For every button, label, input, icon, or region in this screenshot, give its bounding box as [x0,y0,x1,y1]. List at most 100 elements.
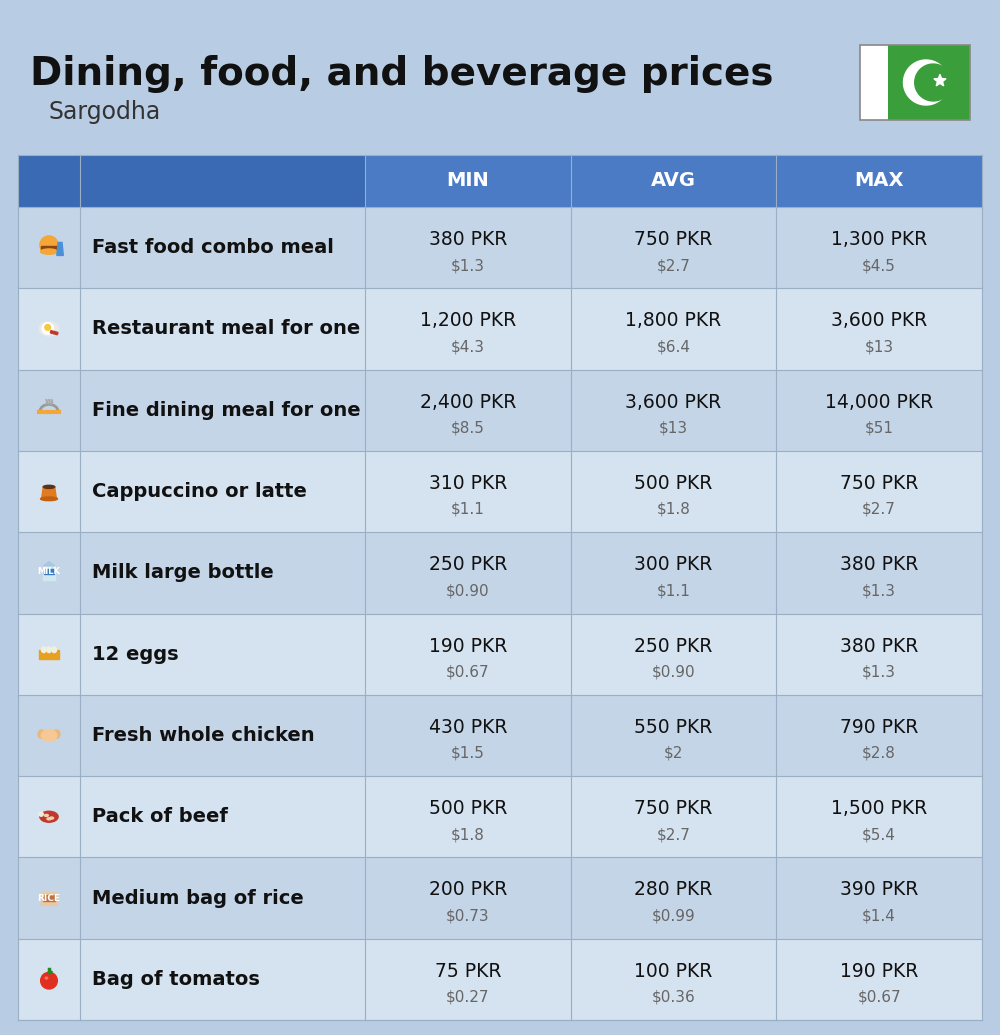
Ellipse shape [40,811,58,822]
Bar [39,650,59,659]
Ellipse shape [39,322,59,336]
Bar [888,45,970,120]
Bar [18,614,982,694]
Text: MAX: MAX [854,172,904,190]
Text: MIN: MIN [446,172,489,190]
Text: $13: $13 [659,420,688,436]
Text: $4.3: $4.3 [451,339,485,354]
Ellipse shape [47,647,51,653]
Text: Milk large bottle: Milk large bottle [92,563,274,583]
Text: $4.5: $4.5 [862,258,896,273]
Text: $0.27: $0.27 [446,989,490,1005]
Ellipse shape [41,647,46,653]
Text: 750 PKR: 750 PKR [634,799,713,818]
Text: 750 PKR: 750 PKR [634,230,713,249]
Polygon shape [57,242,63,256]
Polygon shape [934,75,946,86]
Text: RICE: RICE [38,893,60,903]
Bar [18,532,982,614]
Text: $2.8: $2.8 [862,746,896,761]
Text: Fine dining meal for one: Fine dining meal for one [92,401,361,420]
Text: Cappuccino or latte: Cappuccino or latte [92,482,307,501]
Bar [365,155,982,207]
Text: 790 PKR: 790 PKR [840,718,918,737]
Text: 250 PKR: 250 PKR [429,555,507,574]
Text: $1.3: $1.3 [862,664,896,680]
Text: $1.4: $1.4 [862,909,896,923]
Ellipse shape [38,730,45,738]
Text: 12 eggs: 12 eggs [92,645,179,663]
Bar [18,207,982,289]
Polygon shape [43,562,55,566]
Ellipse shape [50,817,54,819]
Text: Bag of tomatos: Bag of tomatos [92,970,260,988]
Ellipse shape [53,730,60,738]
Text: Fresh whole chicken: Fresh whole chicken [92,726,315,745]
Text: Sargodha: Sargodha [48,100,160,124]
Text: 380 PKR: 380 PKR [840,637,918,655]
Text: 380 PKR: 380 PKR [840,555,918,574]
Text: 550 PKR: 550 PKR [634,718,713,737]
Ellipse shape [45,977,48,979]
Text: 1,300 PKR: 1,300 PKR [831,230,927,249]
Circle shape [42,323,53,334]
Text: $0.67: $0.67 [857,989,901,1005]
Ellipse shape [52,647,57,653]
Text: Restaurant meal for one: Restaurant meal for one [92,320,360,338]
Text: 2,400 PKR: 2,400 PKR [420,392,516,412]
Text: $0.73: $0.73 [446,909,490,923]
Text: 500 PKR: 500 PKR [429,799,507,818]
Bar [18,939,982,1021]
Bar [18,694,982,776]
Text: Dining, food, and beverage prices: Dining, food, and beverage prices [30,55,774,93]
Text: $1.8: $1.8 [451,827,485,842]
Text: Fast food combo meal: Fast food combo meal [92,238,334,257]
Text: $6.4: $6.4 [656,339,690,354]
Text: 750 PKR: 750 PKR [840,474,918,493]
Text: $0.90: $0.90 [652,664,695,680]
Bar [18,289,982,369]
Text: $8.5: $8.5 [451,420,485,436]
Bar [50,330,58,334]
Bar [43,895,55,901]
Text: 390 PKR: 390 PKR [840,881,918,899]
Text: $2.7: $2.7 [862,502,896,516]
Bar [18,155,365,207]
Text: Pack of beef: Pack of beef [92,807,228,826]
Text: $1.5: $1.5 [451,746,485,761]
Polygon shape [904,60,948,105]
Text: 190 PKR: 190 PKR [840,962,918,981]
Bar [18,857,982,939]
Text: $1.8: $1.8 [657,502,690,516]
Text: 380 PKR: 380 PKR [429,230,507,249]
Text: $0.67: $0.67 [446,664,490,680]
Circle shape [39,812,43,817]
Bar [860,45,888,120]
Text: 190 PKR: 190 PKR [429,637,507,655]
Text: Medium bag of rice: Medium bag of rice [92,889,304,908]
Circle shape [45,325,51,330]
Text: 250 PKR: 250 PKR [634,637,713,655]
Text: MILK: MILK [38,567,60,576]
Text: 500 PKR: 500 PKR [634,474,713,493]
Polygon shape [915,64,952,101]
Ellipse shape [44,815,48,817]
Text: 280 PKR: 280 PKR [634,881,713,899]
Bar [18,451,982,532]
Text: $2.7: $2.7 [657,258,690,273]
Bar [18,369,982,451]
Bar [860,45,970,120]
Ellipse shape [41,730,57,741]
Text: 100 PKR: 100 PKR [634,962,713,981]
Text: $2.7: $2.7 [657,827,690,842]
Text: 300 PKR: 300 PKR [634,555,713,574]
Text: $1.3: $1.3 [451,258,485,273]
Bar [41,892,57,906]
Text: $0.36: $0.36 [652,989,695,1005]
Text: $0.90: $0.90 [446,584,490,598]
Text: AVG: AVG [651,172,696,190]
Text: $51: $51 [865,420,894,436]
Text: 75 PKR: 75 PKR [435,962,501,981]
Text: 430 PKR: 430 PKR [429,718,507,737]
Text: $13: $13 [865,339,894,354]
